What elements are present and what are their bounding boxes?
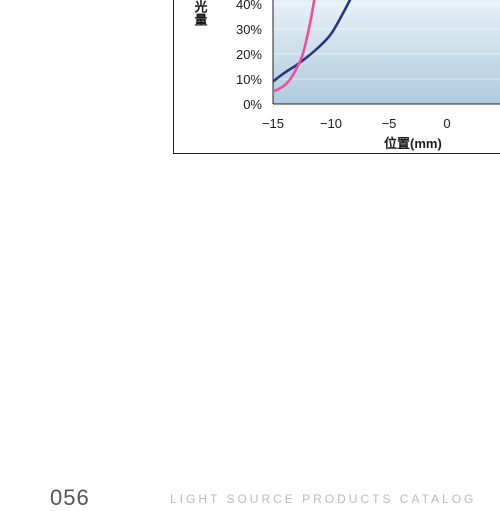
- x-tick-label: −5: [382, 116, 397, 131]
- x-axis-title: 位置(mm): [384, 136, 442, 151]
- plot-area: [273, 0, 500, 104]
- chart: −15 −10 −5 0 0% 10% 20% 30% 40% 光量 位置(mm): [0, 0, 500, 500]
- x-tick-label: 0: [443, 116, 450, 131]
- y-tick-label: 10%: [236, 72, 262, 87]
- y-tick-label: 20%: [236, 47, 262, 62]
- page-number: 056: [50, 485, 90, 511]
- running-footer-text: LIGHT SOURCE PRODUCTS CATALOG: [170, 492, 476, 506]
- y-tick-label: 40%: [236, 0, 262, 12]
- y-tick-label: 0%: [243, 97, 262, 112]
- x-tick-label: −10: [320, 116, 342, 131]
- y-tick-label: 30%: [236, 22, 262, 37]
- y-axis-title: 光量: [193, 0, 209, 27]
- x-tick-label: −15: [262, 116, 284, 131]
